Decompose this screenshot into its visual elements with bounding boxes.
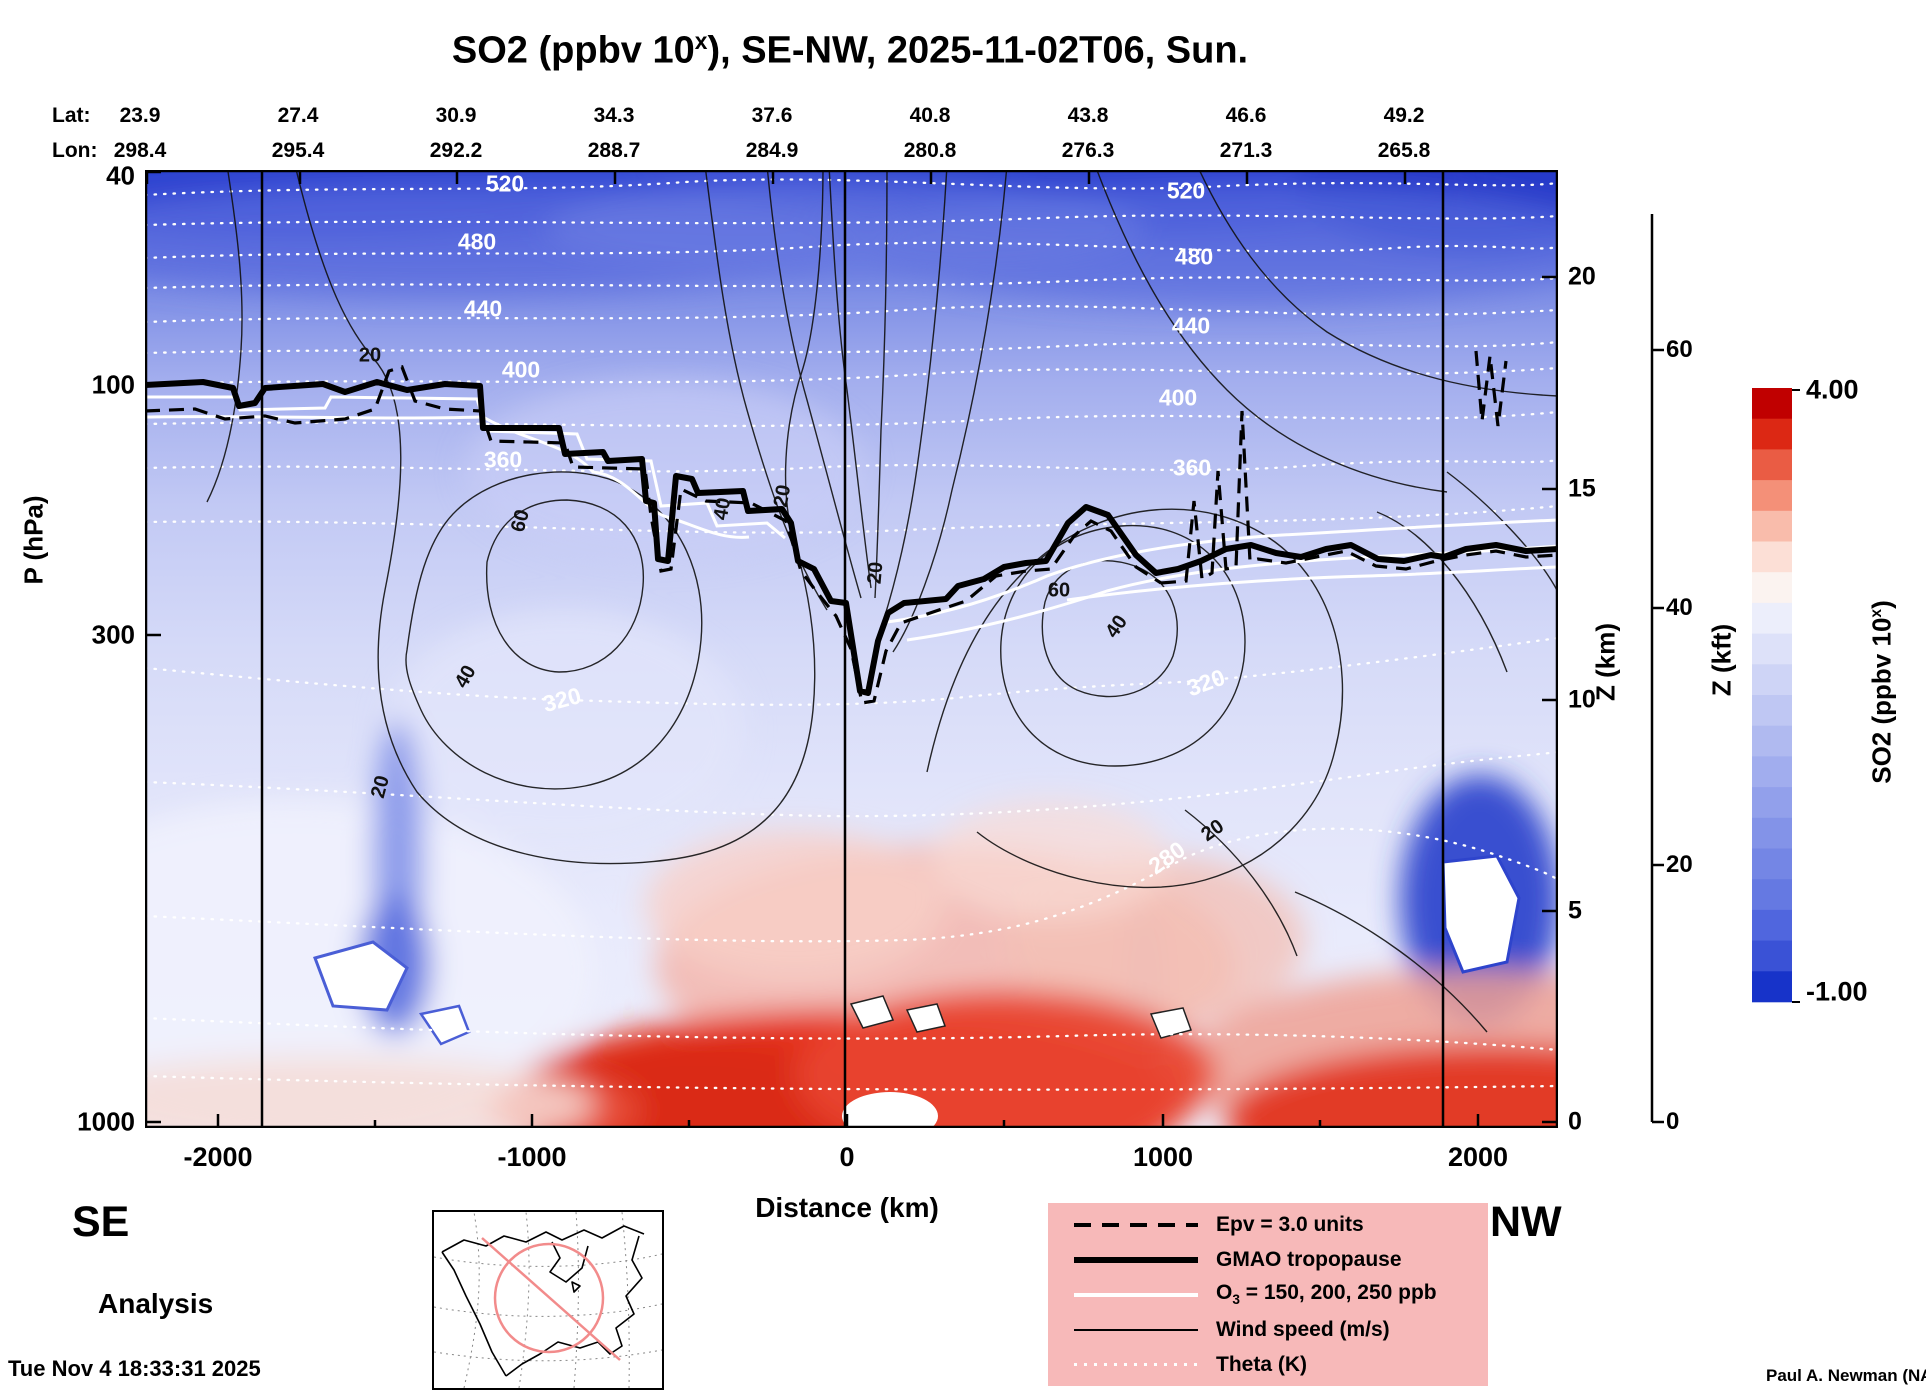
white-pockets xyxy=(313,854,1521,1128)
distance-tick: -2000 xyxy=(183,1142,253,1172)
page-title: SO2 (ppbv 10x), SE-NW, 2025-11-02T06, Su… xyxy=(0,28,1700,73)
lon-tick: 284.9 xyxy=(745,139,799,162)
tropopause-line xyxy=(145,379,1558,696)
lon-caption: Lon: xyxy=(52,139,98,162)
plot-frame xyxy=(145,170,1558,1128)
nw-corner-label: NW xyxy=(1490,1198,1562,1246)
cross-section-plot xyxy=(145,170,1558,1128)
lat-tick: 40.8 xyxy=(909,104,951,127)
theta-label: 400 xyxy=(501,356,541,383)
theta-contours xyxy=(145,178,1558,1091)
zkft-tick: 0 xyxy=(1666,1108,1680,1135)
wind-line-sample xyxy=(1074,1328,1198,1331)
lon-tick: 295.4 xyxy=(271,139,325,162)
zkm-tick: 15 xyxy=(1568,474,1596,503)
timestamp: Tue Nov 4 18:33:31 2025 xyxy=(8,1356,261,1381)
zkft-tick: 20 xyxy=(1666,851,1693,878)
pressure-tick: 300 xyxy=(91,619,135,650)
lon-tick: 265.8 xyxy=(1377,139,1431,162)
theta-label: 440 xyxy=(1171,312,1211,339)
wind-label: 40 xyxy=(709,496,736,522)
colorbar xyxy=(1752,388,1800,1003)
lat-tick: 27.4 xyxy=(277,104,319,127)
pressure-tick: 40 xyxy=(106,160,135,191)
lat-tick: 30.9 xyxy=(435,104,477,127)
ozone-contours xyxy=(145,395,1558,642)
lon-tick: 280.8 xyxy=(903,139,957,162)
zkft-axis-title: Z (kft) xyxy=(1706,623,1737,697)
credit: Paul A. Newman (NASA xyxy=(1766,1366,1926,1385)
lon-tick: 276.3 xyxy=(1061,139,1115,162)
theta-label: 360 xyxy=(483,446,523,473)
pressure-tick: 100 xyxy=(91,369,135,400)
legend-item-wind: Wind speed (m/s) xyxy=(1048,1312,1488,1347)
wind-label: 20 xyxy=(769,483,796,509)
title-superscript: x xyxy=(694,28,708,54)
wind-contours xyxy=(206,170,1558,1033)
title-text: SO2 (ppbv 10 xyxy=(451,29,695,72)
map-cross-section-path xyxy=(481,1237,621,1361)
lat-tick: 43.8 xyxy=(1067,104,1109,127)
lat-tick: 49.2 xyxy=(1383,104,1425,127)
distance-tick: 1000 xyxy=(1132,1142,1194,1172)
wind-label: 20 xyxy=(863,560,888,585)
colorbar-axis-title: SO2 (ppbv 10x) xyxy=(1866,600,1897,784)
lat-tick: 37.6 xyxy=(751,104,793,127)
colorbar-max-label: 4.00 xyxy=(1806,374,1859,405)
se-corner-label: SE xyxy=(72,1198,130,1246)
map-graticule xyxy=(434,1212,662,1388)
pressure-axis-title: P (hPa) xyxy=(18,495,49,585)
zkft-tick: 40 xyxy=(1666,594,1693,621)
zkft-axis-line xyxy=(1650,214,1664,1124)
legend-item-epv: Epv = 3.0 units xyxy=(1048,1207,1488,1242)
legend-item-tropopause: GMAO tropopause xyxy=(1048,1242,1488,1277)
legend-panel: Epv = 3.0 units GMAO tropopause O3 = 150… xyxy=(1048,1203,1488,1386)
theta-label: 360 xyxy=(1172,454,1212,481)
pressure-tick: 1000 xyxy=(77,1106,135,1137)
theta-label: 480 xyxy=(457,228,497,255)
lon-tick: 288.7 xyxy=(587,139,641,162)
lat-tick: 34.3 xyxy=(593,104,635,127)
theta-label: 480 xyxy=(1174,243,1214,270)
theta-label: 440 xyxy=(463,295,503,322)
colorbar-min-label: -1.00 xyxy=(1806,976,1868,1007)
zkft-tick: 60 xyxy=(1666,336,1693,363)
zkm-tick: 0 xyxy=(1568,1107,1582,1136)
wind-label: 20 xyxy=(358,344,382,367)
epv-line-sample xyxy=(1074,1222,1198,1227)
lon-tick: 292.2 xyxy=(429,139,483,162)
epv-contour xyxy=(145,350,1558,705)
zkm-tick: 5 xyxy=(1568,896,1582,925)
tropopause-line-sample xyxy=(1074,1256,1198,1263)
wind-label: 60 xyxy=(1047,579,1071,602)
inset-map xyxy=(432,1210,664,1390)
theta-label: 520 xyxy=(485,170,525,197)
distance-tick: -1000 xyxy=(497,1142,567,1172)
analysis-label: Analysis xyxy=(98,1288,214,1319)
map-domain-circle xyxy=(493,1242,605,1354)
theta-line-sample xyxy=(1074,1363,1198,1366)
legend-item-theta: Theta (K) xyxy=(1048,1347,1488,1382)
lat-tick: 46.6 xyxy=(1225,104,1267,127)
zkm-tick: 10 xyxy=(1568,685,1596,714)
lon-tick: 271.3 xyxy=(1219,139,1273,162)
ozone-line-sample xyxy=(1074,1292,1198,1297)
legend-item-ozone: O3 = 150, 200, 250 ppb xyxy=(1048,1277,1488,1312)
distance-tick: 2000 xyxy=(1447,1142,1509,1172)
lon-tick: 298.4 xyxy=(113,139,167,162)
distance-tick: 0 xyxy=(839,1142,855,1172)
lat-tick: 23.9 xyxy=(119,104,161,127)
x-axis-title: Distance (km) xyxy=(755,1192,939,1223)
so2-fill-blobs xyxy=(145,170,1558,1128)
theta-label: 520 xyxy=(1166,177,1206,204)
theta-label: 400 xyxy=(1158,384,1198,411)
zkm-tick: 20 xyxy=(1568,262,1596,291)
reference-vertical-lines xyxy=(260,170,1445,1128)
colorbar-steps xyxy=(1752,388,1792,1003)
title-suffix: ), SE-NW, 2025-11-02T06, Sun. xyxy=(707,29,1249,72)
lat-caption: Lat: xyxy=(52,104,91,127)
